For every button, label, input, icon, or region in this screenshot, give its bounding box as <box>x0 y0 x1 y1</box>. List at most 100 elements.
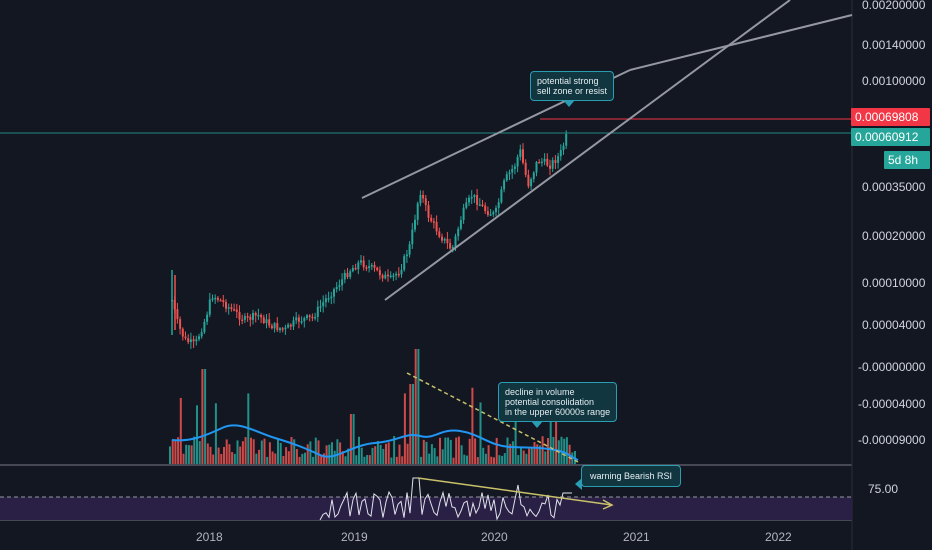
candle-body <box>430 217 433 222</box>
volume-bar <box>274 453 277 464</box>
candle-body <box>540 161 543 164</box>
time-axis-label: 2019 <box>341 530 368 544</box>
volume-bar <box>390 457 393 464</box>
candle-body <box>486 211 489 216</box>
candle-body <box>503 180 506 190</box>
candle-body <box>489 214 492 216</box>
volume-bar <box>425 441 428 464</box>
candle-body <box>395 273 398 276</box>
volume-bar <box>436 456 439 464</box>
candle-body <box>300 321 303 323</box>
volume-bar <box>476 457 479 464</box>
candle-body <box>476 195 479 205</box>
volume-bar <box>201 369 204 464</box>
candle-body <box>198 336 200 340</box>
volume-bar <box>187 445 190 464</box>
volume-bar <box>398 444 401 464</box>
rsi-note[interactable]: warning Bearish RSI <box>574 465 682 490</box>
volume-bar <box>536 444 539 464</box>
lower-trendline <box>384 0 791 301</box>
candle-body <box>252 312 254 320</box>
candle-body <box>319 306 322 308</box>
volume-bar <box>214 403 217 464</box>
time-axis-label: 2022 <box>765 530 792 544</box>
volume-bar <box>409 384 412 464</box>
candle-body <box>287 324 290 328</box>
volume-bar <box>549 406 552 464</box>
candle-body <box>200 332 203 337</box>
volume-bar <box>487 445 490 464</box>
upper-trendline-extension <box>629 14 853 71</box>
candle-body <box>462 207 465 221</box>
volume-bar <box>236 440 239 464</box>
candle-body <box>216 297 219 300</box>
volume-bar <box>333 450 336 464</box>
candle-body <box>551 160 554 169</box>
candle-body <box>392 275 395 277</box>
volume-bar <box>347 448 350 464</box>
volume-bar <box>471 387 474 464</box>
volume-bar <box>358 436 360 464</box>
candle-body <box>470 196 473 199</box>
candle-body <box>454 236 457 247</box>
candle-body <box>532 172 535 180</box>
volume-bar <box>541 436 544 464</box>
candle-body <box>432 221 435 223</box>
candle-body <box>535 162 538 173</box>
price-axis-label: 0.00010000 <box>862 276 926 290</box>
volume-note[interactable]: decline in volume potential consolidatio… <box>498 382 618 428</box>
volume-bar <box>463 454 466 464</box>
volume-bar <box>433 448 436 464</box>
volume-bar <box>493 457 495 464</box>
volume-bar <box>282 455 285 464</box>
volume-bar <box>301 453 304 464</box>
volume-bar <box>363 456 366 464</box>
candle-body <box>279 328 281 331</box>
volume-bar <box>371 447 374 464</box>
volume-bar <box>538 445 541 464</box>
candle-body <box>233 309 236 311</box>
price-axis-label: 0.00020000 <box>862 229 926 243</box>
volume-bar <box>193 436 196 464</box>
candle-body <box>360 260 362 263</box>
volume-bar <box>228 444 231 464</box>
candle-body <box>292 320 295 327</box>
volume-bar <box>555 396 558 464</box>
volume-bar <box>503 453 506 464</box>
candle-body <box>276 323 279 331</box>
price-axis-label: 0.00035000 <box>862 180 926 194</box>
volume-bar <box>241 441 244 464</box>
candle-body <box>246 316 249 318</box>
rsi-band <box>0 497 852 520</box>
candle-body <box>341 279 344 286</box>
volume-bar <box>285 447 288 464</box>
candle-body <box>468 197 470 203</box>
volume-bar <box>320 456 323 464</box>
volume-bar <box>255 453 258 464</box>
candle-body <box>208 299 211 315</box>
sell-zone-note[interactable]: potential strong sell zone or resist <box>530 71 615 107</box>
candle-body <box>416 203 419 220</box>
candle-body <box>262 317 265 324</box>
candle-body <box>316 306 319 317</box>
volume-bar <box>382 448 385 464</box>
volume-bar <box>563 438 566 464</box>
candle-body <box>513 166 516 169</box>
candle-body <box>389 275 392 278</box>
candle-body <box>238 311 241 320</box>
volume-bar <box>522 450 525 464</box>
candle-body <box>446 238 449 244</box>
volume-bar <box>206 443 209 464</box>
rsi-divergence-line <box>417 477 613 506</box>
candle-body <box>297 317 300 322</box>
candle-body <box>424 198 427 206</box>
volume-bar <box>547 438 549 464</box>
candle-body <box>192 339 195 342</box>
volume-bar <box>336 439 339 464</box>
candle-body <box>227 307 230 309</box>
candle-body <box>414 219 416 230</box>
candle-body <box>187 338 190 343</box>
candle-body <box>306 315 308 318</box>
